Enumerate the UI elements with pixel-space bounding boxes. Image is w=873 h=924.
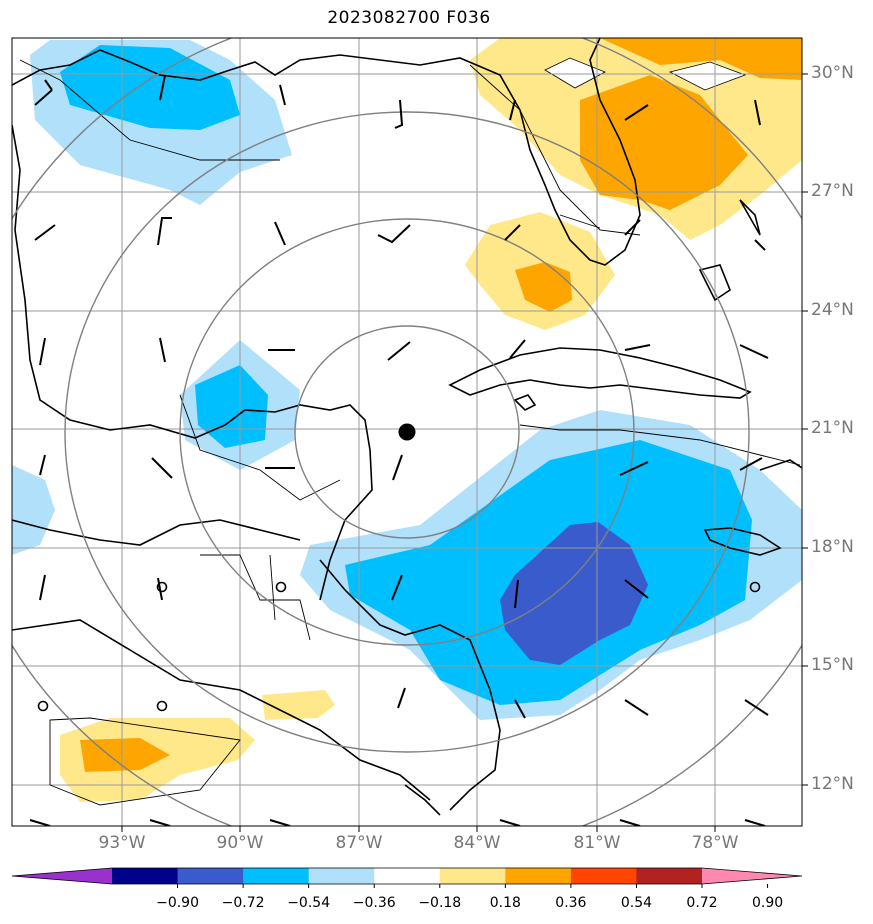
central-america-pacific — [12, 619, 431, 801]
colorbar-segment — [570, 868, 637, 884]
colorbar-extend-high — [702, 868, 802, 884]
colorbar-tick-label: −0.18 — [418, 895, 462, 911]
baja-coast — [404, 784, 441, 816]
lat-label-12n: 12°N — [811, 774, 854, 794]
mexico-gulf-coast — [12, 124, 373, 601]
west-negative-region — [12, 465, 55, 555]
fl-straits-positive-core — [515, 262, 572, 312]
colorbar-tick-label: 0.54 — [620, 895, 653, 911]
lat-label-18n: 18°N — [811, 537, 854, 557]
sw-positive-core — [80, 738, 170, 772]
mexico-pacific-coast — [12, 519, 301, 546]
colorbar-segment — [636, 868, 703, 884]
honduras-positive-region — [262, 690, 335, 720]
colorbar-tick-label: −0.72 — [221, 895, 265, 911]
map-panel — [12, 38, 802, 826]
map-frame — [11, 37, 803, 827]
lat-label-15n: 15°N — [811, 655, 854, 675]
gulf-negative-core — [195, 365, 268, 448]
lat-label-21n: 21°N — [811, 418, 854, 438]
colorbar-tick-label: 0.18 — [489, 895, 521, 911]
axis-ticks — [121, 73, 808, 832]
calm-markers — [37, 581, 761, 712]
colorbar — [11, 867, 803, 888]
lat-label-30n: 30°N — [811, 63, 854, 83]
colorbar-segment — [243, 868, 310, 884]
colorbar-extend-low — [12, 868, 112, 884]
lon-label-93w: 93°W — [98, 833, 146, 853]
colorbar-segment — [505, 868, 572, 884]
colorbar-tick-label: 0.90 — [751, 895, 784, 911]
colorbar-tick-label: −0.54 — [287, 895, 331, 911]
storm-center-marker — [398, 423, 416, 441]
colorbar-tick-label: −0.36 — [352, 895, 396, 911]
colorbar-segment — [308, 868, 375, 884]
colorbar-tick-label: 0.36 — [555, 895, 587, 911]
lat-label-24n: 24°N — [811, 300, 854, 320]
lon-label-84w: 84°W — [453, 833, 501, 853]
hispaniola — [759, 459, 802, 471]
lat-label-27n: 27°N — [811, 181, 854, 201]
lon-label-87w: 87°W — [335, 833, 383, 853]
colorbar-outline — [11, 867, 803, 885]
wind-barbs — [29, 74, 769, 826]
map-title: 2023082700 F036 — [327, 8, 491, 28]
central-america-coast — [319, 559, 501, 811]
lon-label-81w: 81°W — [573, 833, 621, 853]
colorbar-segment — [439, 868, 506, 884]
colorbar-segment — [374, 868, 441, 884]
jamaica — [703, 527, 782, 556]
isla-juventud — [513, 394, 537, 411]
nw-negative-core — [60, 45, 240, 130]
bahamas — [698, 199, 761, 302]
cuba — [448, 347, 752, 399]
lon-label-90w: 90°W — [216, 833, 264, 853]
caribbean-negative-strong — [500, 522, 648, 665]
lon-label-78w: 78°W — [691, 833, 739, 853]
colorbar-segment — [177, 868, 244, 884]
colorbar-tick-label: −0.90 — [156, 895, 199, 911]
us-gulf-coast — [12, 38, 641, 266]
colorbar-segment — [112, 868, 179, 884]
white-holes — [544, 57, 747, 91]
ne-positive-top — [600, 38, 802, 80]
colorbar-tick-label: 0.72 — [686, 895, 718, 911]
gridlines — [12, 38, 802, 826]
coastlines — [12, 38, 802, 816]
range-rings — [12, 38, 802, 826]
